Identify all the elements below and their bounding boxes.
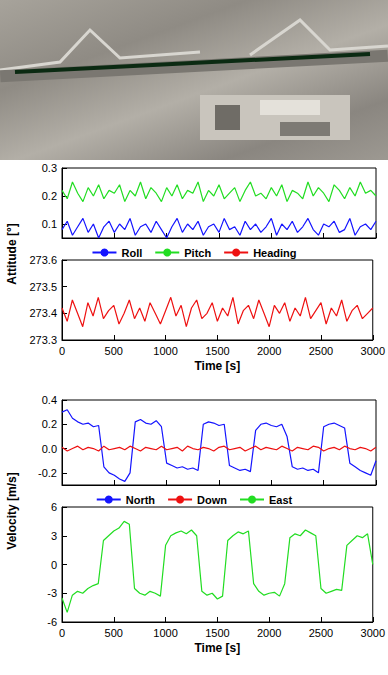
svg-text:Heading: Heading (253, 247, 296, 259)
svg-text:Time [s]: Time [s] (194, 359, 240, 373)
svg-text:2500: 2500 (309, 627, 333, 639)
svg-text:2000: 2000 (257, 627, 281, 639)
svg-text:0: 0 (51, 559, 57, 571)
svg-text:Pitch: Pitch (184, 247, 211, 259)
svg-text:2500: 2500 (309, 345, 333, 357)
svg-text:3000: 3000 (361, 345, 385, 357)
svg-text:273.6: 273.6 (29, 254, 57, 266)
svg-text:0.4: 0.4 (42, 394, 57, 406)
svg-text:1500: 1500 (205, 627, 229, 639)
svg-text:Down: Down (197, 494, 227, 506)
svg-text:2000: 2000 (257, 345, 281, 357)
svg-text:Roll: Roll (121, 247, 142, 259)
svg-text:0.2: 0.2 (42, 190, 57, 202)
svg-text:500: 500 (105, 627, 123, 639)
svg-text:273.4: 273.4 (29, 307, 57, 319)
svg-text:6: 6 (51, 501, 57, 513)
svg-text:0: 0 (59, 627, 65, 639)
svg-text:3000: 3000 (361, 627, 385, 639)
svg-text:3: 3 (51, 530, 57, 542)
svg-text:0.3: 0.3 (42, 162, 57, 174)
svg-text:1000: 1000 (153, 627, 177, 639)
svg-text:North: North (126, 494, 156, 506)
svg-text:1500: 1500 (205, 345, 229, 357)
svg-text:Attitude [°]: Attitude [°] (5, 223, 19, 284)
svg-text:Time [s]: Time [s] (194, 641, 240, 655)
svg-text:-3: -3 (47, 587, 57, 599)
svg-text:273.3: 273.3 (29, 334, 57, 346)
svg-text:500: 500 (105, 345, 123, 357)
svg-text:273.5: 273.5 (29, 281, 57, 293)
svg-text:0.1: 0.1 (42, 218, 57, 230)
svg-text:-0.2: -0.2 (38, 467, 57, 479)
svg-text:-6: -6 (47, 616, 57, 628)
svg-text:1000: 1000 (153, 345, 177, 357)
svg-text:0: 0 (59, 345, 65, 357)
svg-text:Velocity [m/s]: Velocity [m/s] (5, 472, 19, 549)
svg-text:0.0: 0.0 (42, 443, 57, 455)
svg-text:East: East (269, 494, 293, 506)
svg-text:0.2: 0.2 (42, 418, 57, 430)
